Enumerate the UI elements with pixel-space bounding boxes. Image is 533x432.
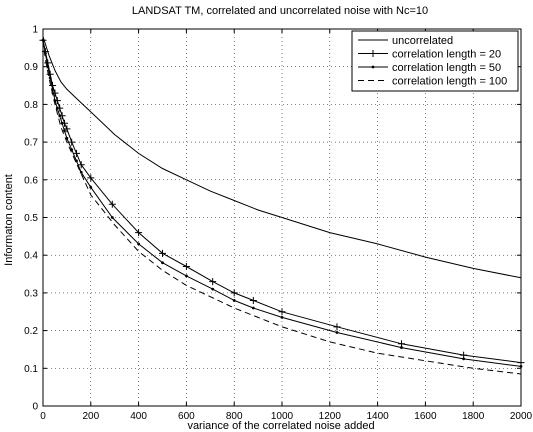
dot-marker (79, 170, 83, 174)
dot-marker (75, 159, 78, 163)
dot-marker (58, 114, 62, 118)
plus-marker (278, 308, 286, 316)
legend-label: uncorrelated (392, 35, 453, 47)
dot-marker (89, 185, 93, 189)
series-line (42, 40, 522, 375)
series-layer (39, 36, 525, 375)
legend-item: correlation length = 50 (358, 62, 501, 74)
dot-marker (110, 216, 114, 219)
plus-marker (369, 50, 377, 57)
y-tick-label: 0.9 (24, 62, 38, 73)
x-tick-label: 2000 (510, 411, 533, 422)
legend-item: uncorrelated (358, 35, 453, 47)
dot-marker (371, 65, 375, 69)
plus-marker (230, 289, 238, 297)
plus-marker (135, 229, 143, 237)
dot-marker (185, 274, 188, 278)
plus-marker (77, 161, 85, 169)
y-tick-label: 0.5 (24, 213, 38, 224)
x-tick-label: 400 (130, 411, 147, 422)
plus-marker (209, 278, 217, 286)
x-tick-label: 1800 (462, 411, 485, 422)
y-tick-label: 0.1 (24, 364, 38, 375)
x-tick-label: 200 (82, 411, 99, 422)
dot-marker (462, 357, 466, 361)
dot-marker (211, 287, 215, 291)
y-axis: 0 0.1 0.2 0.3 0.4 0.5 0.6 0.7 0.8 0.9 1 (24, 25, 521, 413)
plus-marker (460, 351, 468, 359)
dot-marker (400, 346, 403, 349)
y-tick-label: 0.6 (24, 175, 38, 186)
x-axis-title: variance of the correlated noise added (187, 420, 374, 432)
y-tick-label: 0 (32, 402, 38, 413)
y-tick-label: 0.4 (24, 251, 38, 262)
x-tick-label: 1200 (319, 411, 342, 422)
plus-marker (159, 249, 166, 257)
plus-marker (398, 340, 405, 348)
legend-label: correlation length = 50 (392, 62, 501, 74)
x-tick-label: 600 (178, 411, 195, 422)
plus-marker (63, 125, 71, 133)
plus-marker (72, 149, 80, 157)
legend-label: correlation length = 20 (392, 49, 501, 61)
chart-title: LANDSAT TM, correlated and uncorrelated … (132, 5, 428, 17)
legend-label: correlation length = 100 (392, 76, 507, 88)
dot-marker (46, 65, 50, 69)
dot-marker (232, 299, 236, 302)
series-0 (42, 36, 522, 279)
y-tick-label: 0.7 (24, 138, 38, 149)
y-tick-label: 0.3 (24, 288, 38, 299)
series-3 (42, 40, 522, 375)
dot-marker (137, 242, 141, 246)
x-tick-label: 1000 (271, 411, 294, 422)
dot-marker (335, 331, 339, 334)
dot-marker (280, 316, 284, 319)
legend-item: correlation length = 20 (358, 49, 501, 61)
x-tick-label: 1400 (366, 411, 389, 422)
series-line (42, 36, 522, 279)
plus-marker (182, 263, 190, 271)
dot-marker (251, 306, 255, 310)
x-axis: 0 200 400 600 800 1000 1200 1400 1600 1800 2000 (40, 29, 533, 422)
y-tick-label: 0.8 (24, 100, 38, 111)
plus-marker (108, 200, 116, 208)
plus-marker (87, 174, 95, 182)
dot-marker (161, 261, 164, 265)
plus-marker (333, 323, 341, 331)
dot-marker (60, 121, 64, 125)
plus-marker (249, 296, 257, 304)
x-tick-label: 800 (226, 411, 243, 422)
x-tick-label: 1600 (414, 411, 437, 422)
y-tick-label: 0.2 (24, 326, 38, 337)
y-tick-label: 1 (32, 25, 38, 36)
x-tick-label: 0 (40, 411, 46, 422)
legend-item: correlation length = 100 (358, 76, 507, 88)
y-axis-title: Informaton content (3, 174, 15, 266)
dot-marker (48, 76, 52, 80)
dot-marker (63, 129, 66, 133)
plus-marker (68, 138, 76, 146)
